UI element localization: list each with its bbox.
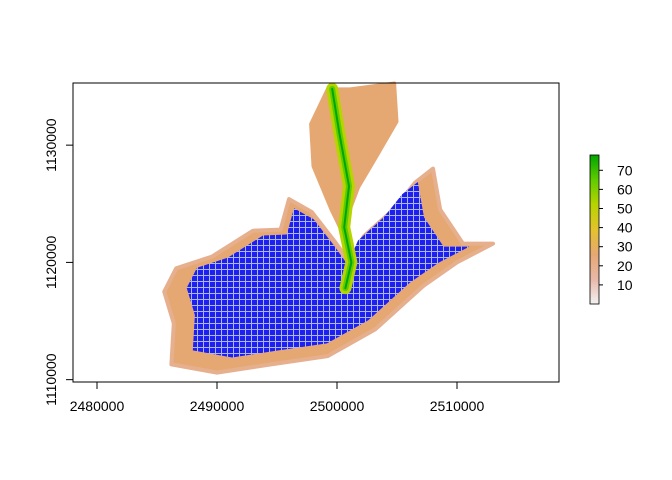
legend-tick-label: 70 [617, 162, 633, 178]
legend-tick-label: 50 [617, 200, 633, 216]
legend-tick-label: 10 [617, 277, 633, 293]
y-axis: 1110000 1120000 1130000 [43, 118, 74, 406]
legend-tick-label: 20 [617, 258, 633, 274]
x-tick-label: 2510000 [430, 398, 485, 414]
legend-tick-label: 30 [617, 239, 633, 255]
basin-grid-region [186, 182, 470, 358]
legend-tick-label: 60 [617, 181, 633, 197]
raster-layer [162, 81, 495, 375]
y-tick-label: 1130000 [43, 118, 59, 172]
legend-tick-label: 40 [617, 220, 633, 236]
legend: 10 20 30 40 50 60 70 [589, 154, 633, 305]
x-axis: 2480000 2490000 2500000 2510000 [70, 381, 485, 414]
legend-color-bar [589, 154, 600, 305]
north-shore-region [309, 81, 399, 234]
y-tick-label: 1110000 [43, 353, 59, 406]
y-tick-label: 1120000 [43, 235, 59, 289]
x-tick-label: 2490000 [190, 398, 245, 414]
x-tick-label: 2480000 [70, 398, 125, 414]
x-tick-label: 2500000 [310, 398, 365, 414]
lake-axis-core [331, 87, 353, 290]
